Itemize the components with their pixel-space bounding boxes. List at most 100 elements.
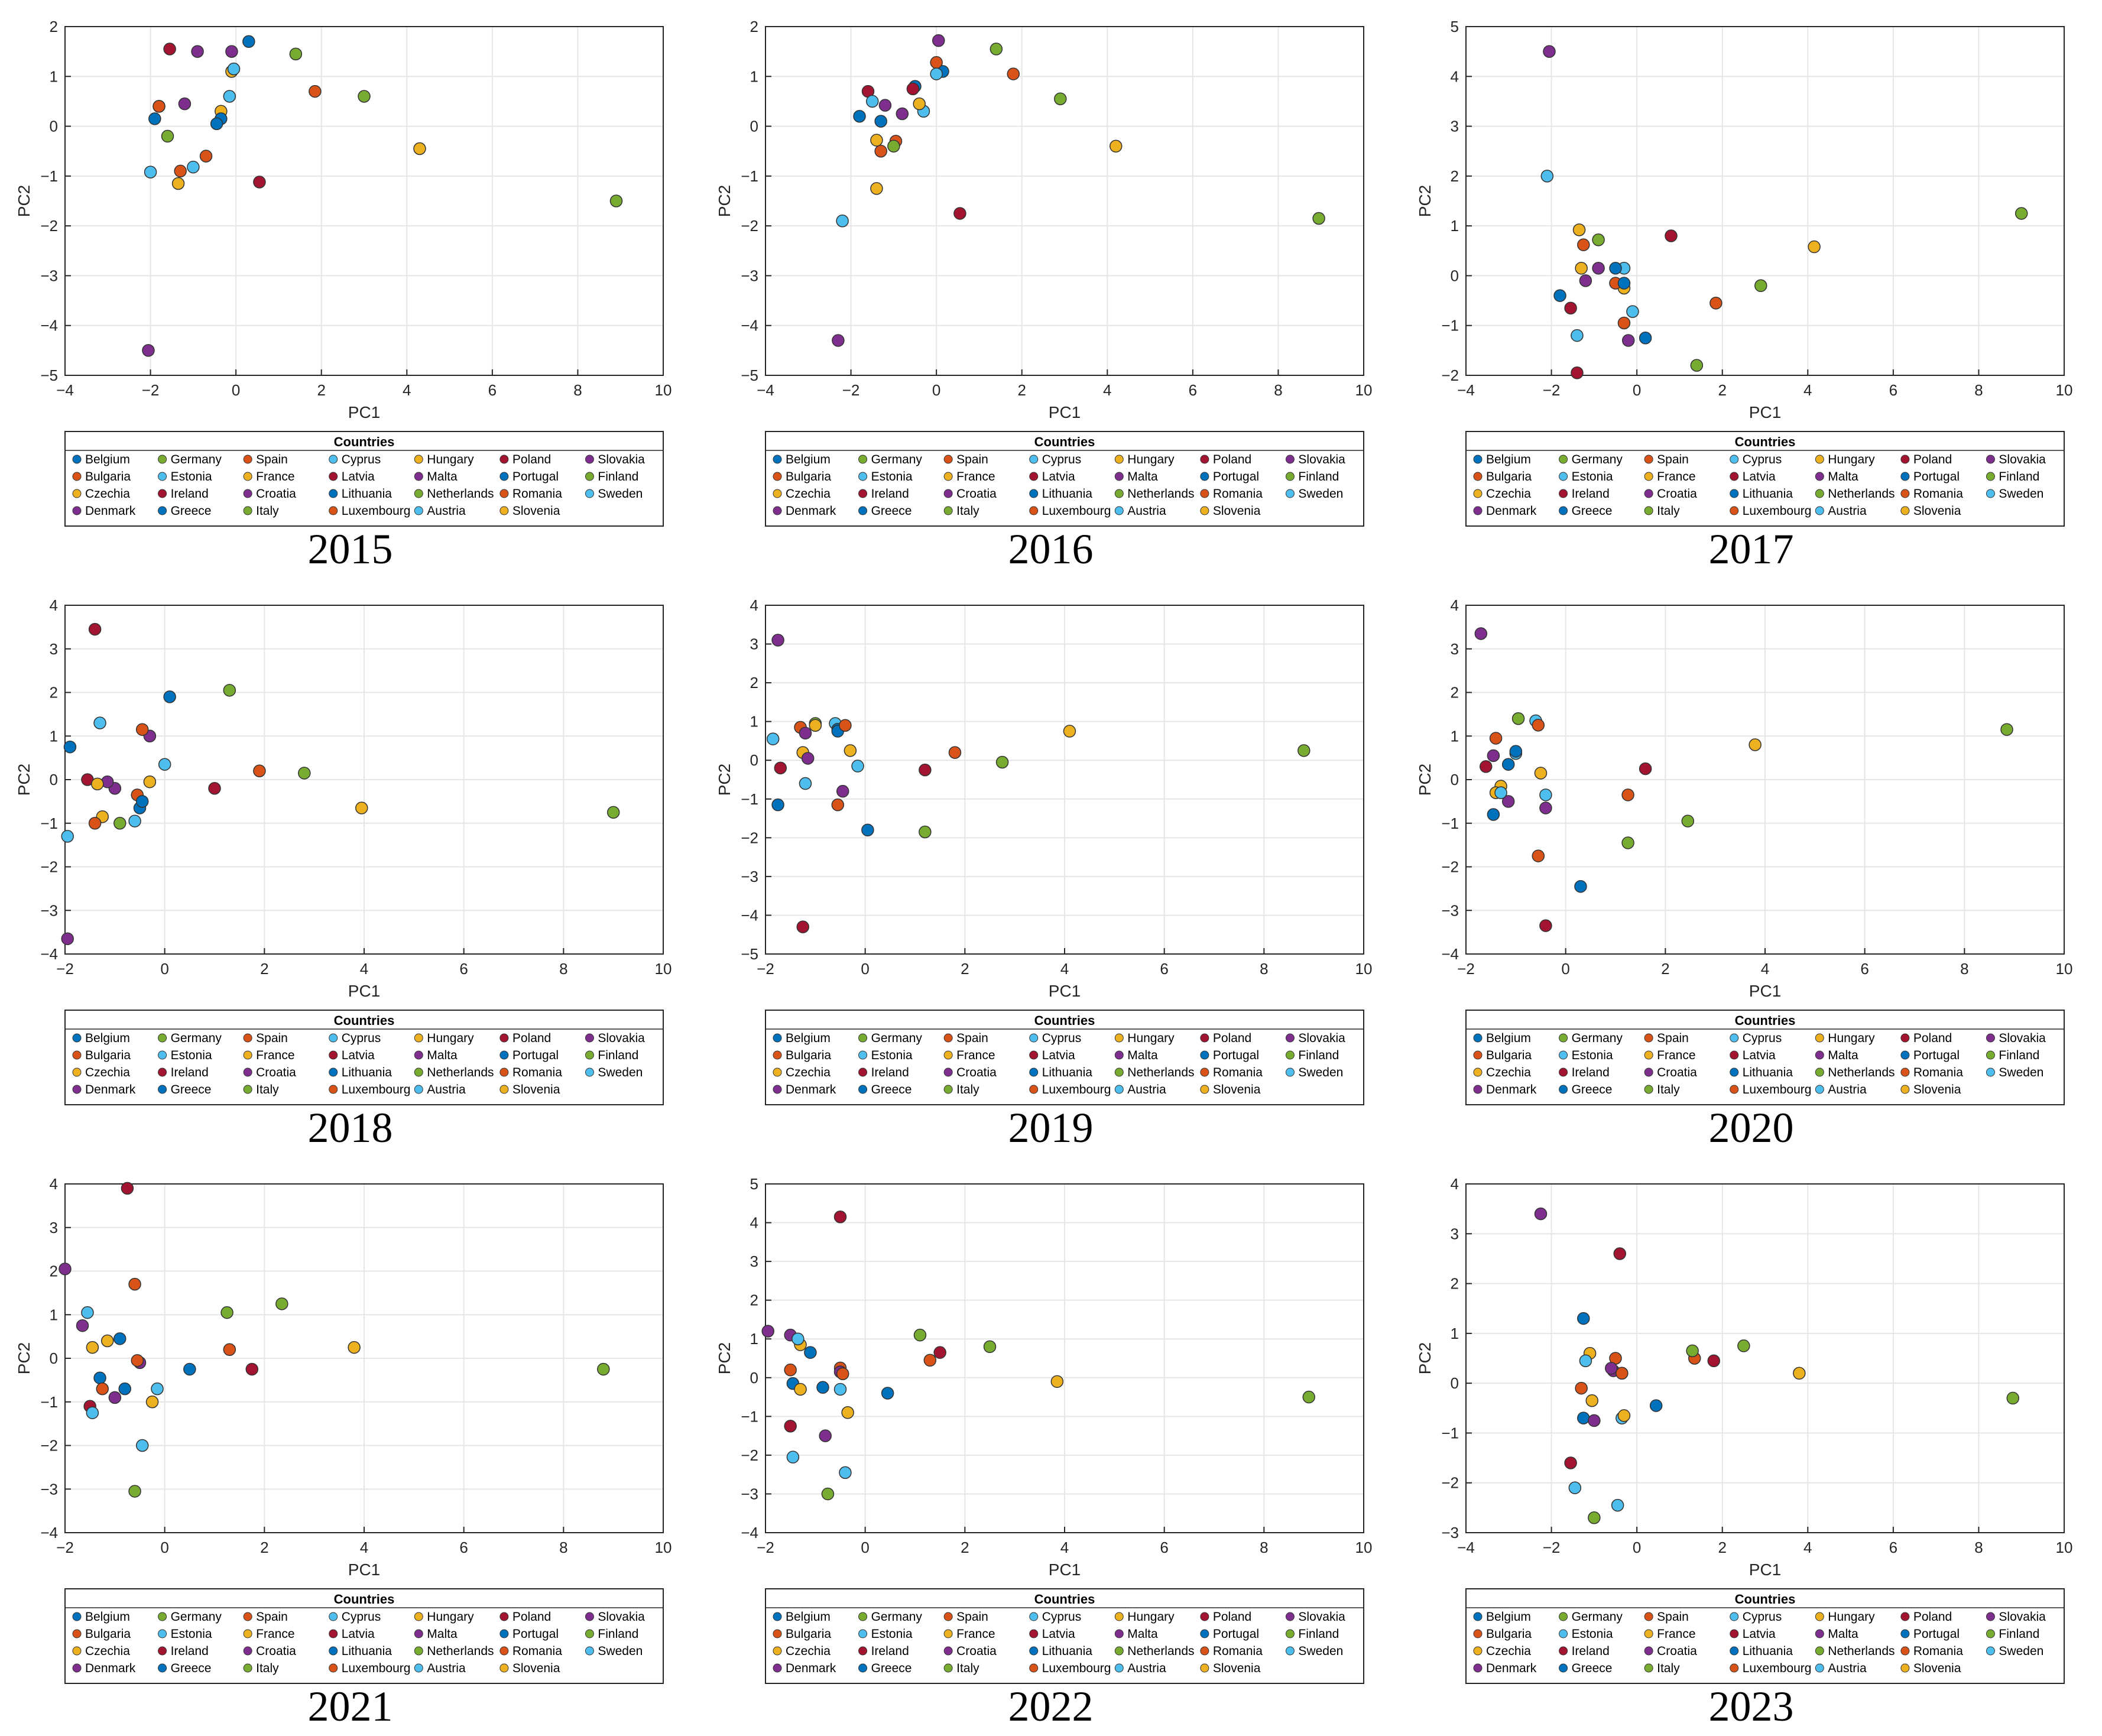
legend-label-sweden: Sweden <box>1298 487 1343 501</box>
legend-label-romania: Romania <box>1913 1644 1963 1658</box>
data-point-austria <box>61 830 74 843</box>
x-tick-label: 10 <box>2056 381 2073 399</box>
data-point-slovenia <box>1808 240 1821 254</box>
y-tick-label: 5 <box>1451 18 1459 35</box>
data-point-slovakia <box>59 1263 72 1276</box>
legend-label-hungary: Hungary <box>1127 1031 1175 1045</box>
legend-marker-denmark <box>72 1663 82 1673</box>
legend-label-romania: Romania <box>512 487 562 501</box>
legend-marker-slovenia <box>1200 1663 1209 1673</box>
legend-label-croatia: Croatia <box>256 487 296 501</box>
data-point-austria <box>865 95 879 108</box>
x-tick-label: 8 <box>559 960 567 978</box>
y-tick-label: 1 <box>750 713 758 731</box>
data-point-slovakia <box>1474 627 1488 640</box>
legend-label-romania: Romania <box>1913 487 1963 501</box>
legend-label-cyprus: Cyprus <box>1743 1610 1782 1624</box>
legend-marker-bulgaria <box>72 1050 82 1060</box>
legend-marker-portugal <box>1900 1050 1910 1060</box>
data-point-malta <box>836 784 849 798</box>
legend-marker-poland <box>1200 1033 1209 1043</box>
y-tick-label: 4 <box>750 596 758 614</box>
y-tick-label: −3 <box>40 267 58 284</box>
legend-label-luxembourg: Luxembourg <box>342 1662 411 1675</box>
data-point-ireland <box>1479 760 1493 773</box>
legend-marker-germany <box>1559 455 1568 464</box>
legend-label-romania: Romania <box>1213 487 1263 501</box>
legend-marker-greece <box>858 1085 868 1094</box>
legend-marker-france <box>1644 1629 1653 1638</box>
data-point-lithuania <box>1609 262 1622 275</box>
legend-label-sweden: Sweden <box>598 1644 643 1658</box>
y-tick-label: 3 <box>50 1219 58 1237</box>
data-point-latvia <box>245 1362 258 1376</box>
data-point-poland <box>1613 1247 1626 1260</box>
data-point-lithuania <box>804 1346 817 1359</box>
y-tick-label: 1 <box>1451 217 1459 235</box>
legend-marker-hungary <box>1114 1612 1124 1621</box>
x-tick-label: 0 <box>1633 381 1641 399</box>
data-point-latvia <box>208 782 221 795</box>
legend-marker-luxembourg <box>1730 506 1739 515</box>
y-tick-label: −2 <box>1441 1474 1459 1492</box>
legend-label-finland: Finland <box>598 1049 638 1062</box>
legend-label-france: France <box>256 470 294 484</box>
x-tick-label: 0 <box>1633 1539 1641 1556</box>
legend-label-hungary: Hungary <box>427 1031 474 1045</box>
legend-label-germany: Germany <box>1572 1610 1623 1624</box>
x-axis-label: PC1 <box>348 403 380 421</box>
legend-label-austria: Austria <box>1828 1083 1867 1096</box>
legend-marker-belgium <box>773 455 782 464</box>
legend-marker-portugal <box>1200 1050 1209 1060</box>
legend-label-poland: Poland <box>1913 453 1952 466</box>
data-point-sweden <box>86 1406 99 1419</box>
legend-marker-greece <box>858 1663 868 1673</box>
legend-label-sweden: Sweden <box>1298 1644 1343 1658</box>
legend-marker-czechia <box>72 489 82 498</box>
data-point-spain <box>199 150 213 163</box>
legend-marker-sweden <box>585 1067 594 1077</box>
legend-label-malta: Malta <box>1828 1049 1858 1062</box>
legend-label-germany: Germany <box>1572 1031 1623 1045</box>
legend-marker-sweden <box>1285 1067 1295 1077</box>
y-tick-label: −1 <box>1441 317 1459 335</box>
legend-marker-netherlands <box>1815 489 1824 498</box>
legend-label-denmark: Denmark <box>786 1662 836 1675</box>
legend-label-denmark: Denmark <box>85 504 136 518</box>
legend-label-croatia: Croatia <box>256 1644 296 1658</box>
legend-title: Countries <box>1735 1013 1796 1028</box>
legend-label-romania: Romania <box>1213 1066 1263 1079</box>
legend-label-slovakia: Slovakia <box>598 1610 645 1624</box>
legend-label-poland: Poland <box>1913 1610 1952 1624</box>
legend-marker-italy <box>943 1085 953 1094</box>
legend-label-italy: Italy <box>256 1083 279 1096</box>
y-tick-label: −1 <box>40 167 58 185</box>
legend-label-austria: Austria <box>427 1083 466 1096</box>
data-point-luxembourg <box>223 1343 236 1356</box>
legend-label-italy: Italy <box>1657 1662 1680 1675</box>
legend-marker-spain <box>243 455 252 464</box>
legend-marker-spain <box>943 1033 953 1043</box>
x-tick-label: 8 <box>1260 960 1268 978</box>
x-tick-label: 6 <box>1160 1539 1168 1556</box>
data-point-hungary <box>355 802 368 815</box>
legend-label-malta: Malta <box>1828 470 1858 484</box>
data-point-portugal <box>874 115 887 128</box>
data-point-sweden <box>227 62 241 76</box>
legend-label-sweden: Sweden <box>1999 487 2043 501</box>
legend-marker-germany <box>858 1612 868 1621</box>
y-tick-label: −3 <box>40 1480 58 1498</box>
legend-label-denmark: Denmark <box>1486 1083 1537 1096</box>
data-point-finland <box>2006 1391 2020 1405</box>
data-point-estonia <box>1571 329 1584 342</box>
y-tick-label: −2 <box>741 1446 758 1464</box>
data-point-luxembourg <box>923 1354 937 1367</box>
data-point-estonia <box>792 1332 805 1345</box>
y-tick-label: −2 <box>40 1437 58 1455</box>
legend-label-austria: Austria <box>1127 1083 1166 1096</box>
legend-marker-ireland <box>158 1646 167 1656</box>
data-point-spain <box>88 817 102 830</box>
data-point-latvia <box>953 207 966 220</box>
legend-marker-romania <box>1200 489 1209 498</box>
data-point-ireland <box>1564 301 1577 314</box>
